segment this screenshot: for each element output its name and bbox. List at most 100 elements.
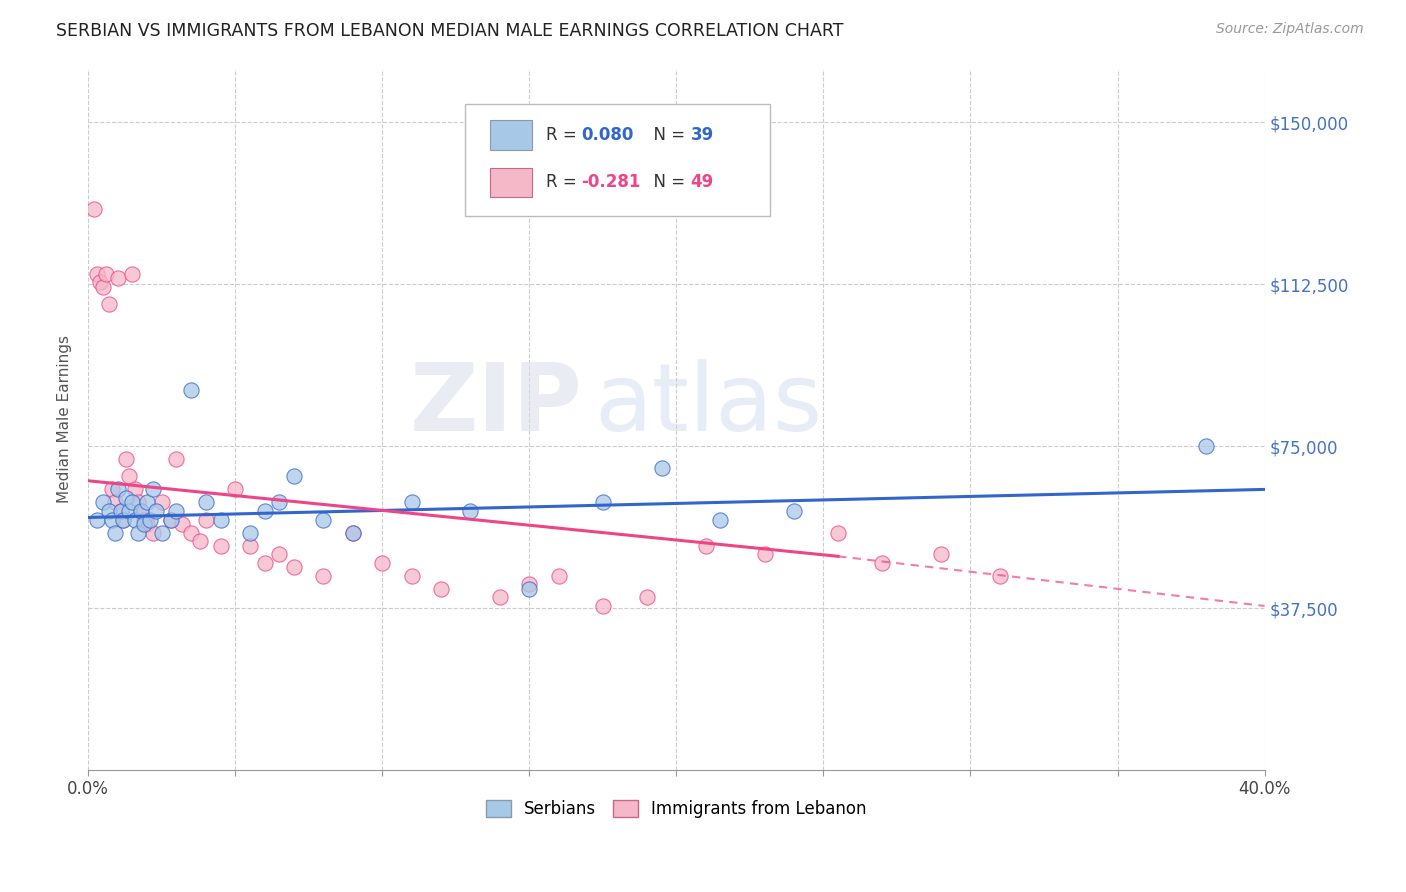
- Point: [136, 516, 159, 531]
- Point: [145, 504, 167, 518]
- Point: [110, 504, 132, 518]
- Point: [104, 495, 127, 509]
- Point: [100, 483, 122, 497]
- Y-axis label: Median Male Earnings: Median Male Earnings: [58, 335, 72, 503]
- Point: [547, 568, 569, 582]
- Point: [312, 568, 335, 582]
- Point: [118, 504, 141, 518]
- Text: ZIP: ZIP: [409, 359, 582, 451]
- Text: N =: N =: [644, 126, 690, 145]
- Point: [121, 495, 143, 509]
- Point: [209, 539, 232, 553]
- Point: [127, 495, 149, 509]
- Legend: Serbians, Immigrants from Lebanon: Serbians, Immigrants from Lebanon: [479, 793, 873, 825]
- Point: [401, 495, 423, 509]
- Point: [929, 547, 952, 561]
- Point: [121, 267, 143, 281]
- Point: [283, 469, 305, 483]
- Point: [269, 547, 291, 561]
- Point: [371, 556, 394, 570]
- Point: [592, 495, 614, 509]
- Point: [460, 504, 482, 518]
- Point: [695, 539, 717, 553]
- Point: [124, 513, 146, 527]
- Text: -0.281: -0.281: [581, 173, 641, 191]
- FancyBboxPatch shape: [464, 103, 770, 216]
- Point: [118, 469, 141, 483]
- Point: [142, 525, 165, 540]
- Point: [107, 483, 129, 497]
- Point: [253, 504, 276, 518]
- Text: R =: R =: [546, 126, 582, 145]
- Point: [870, 556, 893, 570]
- Point: [517, 582, 540, 596]
- Point: [592, 599, 614, 613]
- Point: [124, 483, 146, 497]
- Point: [150, 525, 173, 540]
- Point: [107, 271, 129, 285]
- Point: [86, 267, 108, 281]
- Point: [110, 504, 132, 518]
- Point: [132, 516, 155, 531]
- Point: [165, 504, 187, 518]
- Point: [159, 513, 181, 527]
- Point: [97, 297, 120, 311]
- Point: [709, 513, 731, 527]
- Text: SERBIAN VS IMMIGRANTS FROM LEBANON MEDIAN MALE EARNINGS CORRELATION CHART: SERBIAN VS IMMIGRANTS FROM LEBANON MEDIA…: [56, 22, 844, 40]
- Text: 0.080: 0.080: [581, 126, 634, 145]
- Point: [112, 513, 135, 527]
- Point: [112, 513, 135, 527]
- Point: [401, 568, 423, 582]
- Text: R =: R =: [546, 173, 582, 191]
- Point: [115, 491, 138, 505]
- Text: N =: N =: [644, 173, 690, 191]
- Point: [188, 534, 211, 549]
- Point: [209, 513, 232, 527]
- Point: [827, 525, 849, 540]
- Point: [517, 577, 540, 591]
- Point: [342, 525, 364, 540]
- Point: [489, 591, 512, 605]
- Point: [97, 504, 120, 518]
- Point: [239, 539, 262, 553]
- Point: [100, 513, 122, 527]
- Point: [129, 504, 152, 518]
- Point: [194, 513, 217, 527]
- Point: [104, 525, 127, 540]
- Point: [127, 525, 149, 540]
- Point: [253, 556, 276, 570]
- Point: [115, 452, 138, 467]
- Point: [139, 513, 162, 527]
- Point: [194, 495, 217, 509]
- Point: [142, 483, 165, 497]
- Point: [342, 525, 364, 540]
- Point: [83, 202, 105, 216]
- Point: [312, 513, 335, 527]
- Point: [180, 525, 202, 540]
- Point: [150, 495, 173, 509]
- Bar: [491, 120, 531, 150]
- Point: [132, 513, 155, 527]
- Point: [180, 383, 202, 397]
- Point: [159, 513, 181, 527]
- Point: [91, 279, 114, 293]
- Point: [224, 483, 246, 497]
- Point: [283, 560, 305, 574]
- Point: [239, 525, 262, 540]
- Point: [754, 547, 776, 561]
- Text: 49: 49: [690, 173, 714, 191]
- Point: [988, 568, 1011, 582]
- Point: [1195, 439, 1218, 453]
- Bar: [491, 168, 531, 197]
- Point: [636, 591, 658, 605]
- Text: atlas: atlas: [593, 359, 823, 451]
- Point: [89, 275, 111, 289]
- Point: [269, 495, 291, 509]
- Point: [91, 495, 114, 509]
- Point: [172, 516, 194, 531]
- Point: [94, 267, 117, 281]
- Point: [165, 452, 187, 467]
- Point: [430, 582, 453, 596]
- Text: Source: ZipAtlas.com: Source: ZipAtlas.com: [1216, 22, 1364, 37]
- Point: [651, 460, 673, 475]
